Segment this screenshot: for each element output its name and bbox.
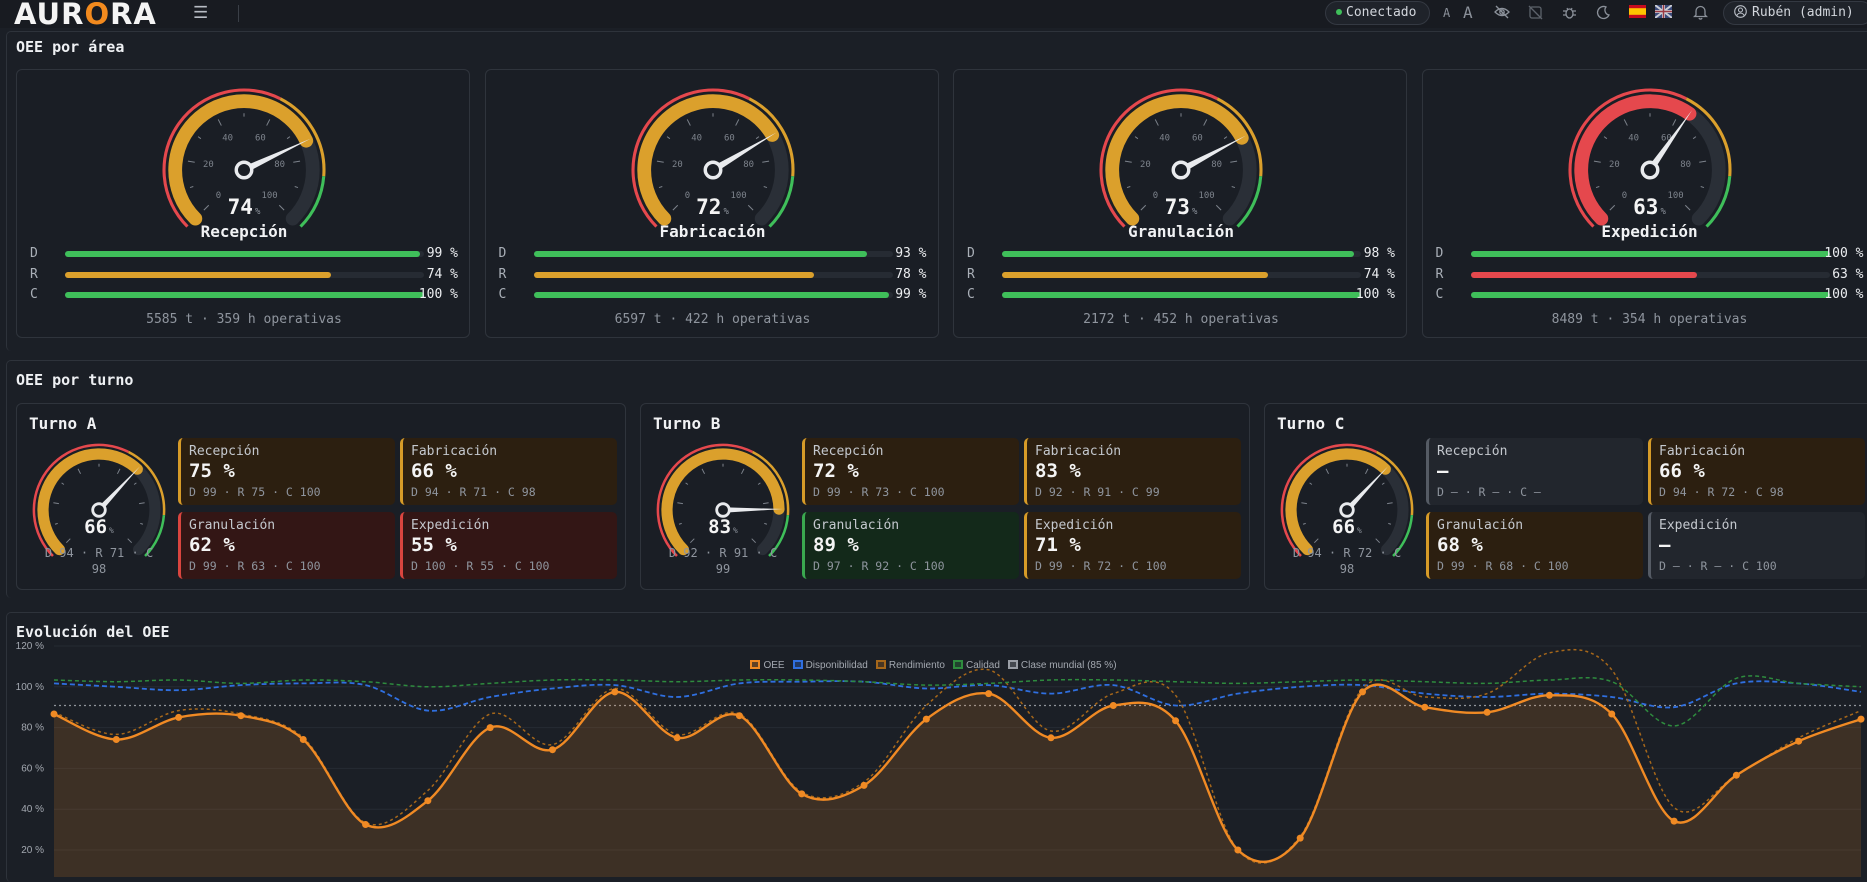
oee-data-point[interactable] [1671,818,1678,825]
oee-data-point[interactable] [487,724,494,731]
oee-data-point[interactable] [1234,847,1241,854]
oee-data-point[interactable] [1359,688,1366,695]
oee-data-point[interactable] [861,782,868,789]
oee-data-point[interactable] [1546,692,1553,699]
oee-data-point[interactable] [1172,717,1179,724]
oee-data-point[interactable] [1608,711,1615,718]
oee-data-point[interactable] [923,716,930,723]
oee-data-point[interactable] [736,712,743,719]
oee-data-point[interactable] [1297,835,1304,842]
oee-data-point[interactable] [611,688,618,695]
oee-data-point[interactable] [674,734,681,741]
oee-data-point[interactable] [1110,702,1117,709]
y-tick-label: 100 % [16,682,44,693]
y-tick-label: 80 % [21,723,44,734]
oee-data-point[interactable] [113,736,120,743]
y-tick-label: 60 % [21,763,44,774]
oee-data-point[interactable] [1421,704,1428,711]
oee-data-point[interactable] [985,690,992,697]
oee-data-point[interactable] [1733,772,1740,779]
oee-data-point[interactable] [1047,734,1054,741]
oee-data-point[interactable] [1795,738,1802,745]
oee-data-point[interactable] [237,712,244,719]
oee-area-fill [54,685,1861,877]
oee-data-point[interactable] [1858,716,1865,723]
oee-data-point[interactable] [175,714,182,721]
oee-data-point[interactable] [798,790,805,797]
oee-data-point[interactable] [362,821,369,828]
oee-data-point[interactable] [300,736,307,743]
oee-data-point[interactable] [424,797,431,804]
oee-data-point[interactable] [1484,709,1491,716]
y-tick-label: 120 % [16,641,44,652]
y-tick-label: 20 % [21,845,44,856]
oee-data-point[interactable] [51,711,58,718]
oee-data-point[interactable] [549,746,556,753]
y-tick-label: 40 % [21,804,44,815]
